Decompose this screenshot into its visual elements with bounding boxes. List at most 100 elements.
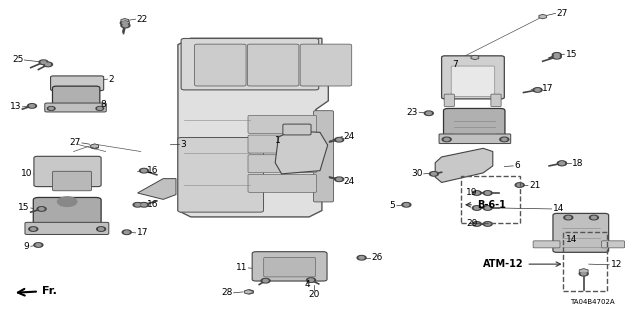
Circle shape: [579, 271, 588, 276]
Text: 4: 4: [305, 280, 310, 289]
Circle shape: [29, 227, 38, 231]
Circle shape: [472, 206, 481, 210]
Text: 1: 1: [275, 137, 280, 145]
FancyBboxPatch shape: [25, 222, 109, 234]
Circle shape: [483, 222, 492, 226]
Polygon shape: [138, 179, 176, 199]
Circle shape: [517, 184, 522, 186]
FancyBboxPatch shape: [33, 197, 101, 226]
Text: 18: 18: [572, 159, 584, 168]
Circle shape: [515, 183, 524, 187]
Polygon shape: [121, 19, 129, 23]
Circle shape: [36, 244, 41, 246]
Polygon shape: [244, 290, 252, 294]
Text: 20: 20: [308, 290, 319, 299]
Text: 10: 10: [20, 169, 32, 178]
Circle shape: [37, 207, 46, 211]
Polygon shape: [275, 131, 328, 174]
FancyBboxPatch shape: [602, 241, 625, 248]
Text: 13: 13: [10, 102, 22, 111]
Circle shape: [140, 203, 148, 207]
Circle shape: [122, 22, 127, 24]
Bar: [563, 232, 607, 291]
Polygon shape: [435, 148, 493, 182]
Polygon shape: [246, 290, 253, 294]
Text: 17: 17: [542, 84, 554, 93]
Circle shape: [98, 108, 102, 109]
Circle shape: [554, 54, 559, 56]
Text: 29: 29: [466, 219, 477, 228]
Circle shape: [404, 204, 409, 206]
Circle shape: [357, 256, 366, 260]
Circle shape: [474, 223, 479, 225]
Circle shape: [121, 23, 130, 28]
FancyBboxPatch shape: [264, 257, 316, 277]
Text: 3: 3: [180, 140, 186, 149]
FancyBboxPatch shape: [178, 137, 264, 212]
Circle shape: [39, 208, 44, 210]
Circle shape: [337, 178, 342, 181]
Text: Fr.: Fr.: [18, 286, 56, 296]
Polygon shape: [579, 269, 588, 274]
Text: 16: 16: [147, 166, 159, 175]
Circle shape: [141, 204, 147, 206]
Text: TA04B4702A: TA04B4702A: [570, 300, 614, 305]
Text: 7: 7: [452, 60, 458, 69]
FancyBboxPatch shape: [444, 108, 505, 138]
Circle shape: [140, 168, 148, 173]
Circle shape: [135, 204, 140, 206]
Circle shape: [559, 162, 564, 165]
Circle shape: [122, 230, 131, 234]
Polygon shape: [91, 144, 99, 148]
FancyBboxPatch shape: [533, 241, 560, 248]
Circle shape: [426, 112, 431, 115]
Text: 26: 26: [371, 253, 383, 262]
Circle shape: [581, 272, 586, 275]
Circle shape: [474, 192, 479, 194]
Text: 8: 8: [100, 100, 106, 109]
Circle shape: [533, 88, 542, 92]
Text: 23: 23: [406, 108, 418, 117]
Text: 17: 17: [137, 228, 148, 237]
Text: 27: 27: [69, 138, 81, 147]
Circle shape: [96, 107, 104, 110]
Text: 28: 28: [221, 288, 232, 297]
Circle shape: [97, 227, 106, 231]
Circle shape: [29, 105, 35, 107]
FancyBboxPatch shape: [248, 115, 317, 133]
Text: 15: 15: [18, 204, 29, 212]
Text: 22: 22: [136, 15, 148, 24]
FancyBboxPatch shape: [51, 76, 104, 91]
PathPatch shape: [178, 38, 328, 217]
Circle shape: [47, 107, 55, 110]
Circle shape: [472, 191, 481, 195]
Text: 12: 12: [611, 260, 622, 269]
Polygon shape: [539, 14, 547, 19]
FancyBboxPatch shape: [195, 44, 246, 86]
Circle shape: [564, 215, 573, 220]
FancyBboxPatch shape: [442, 56, 504, 99]
Circle shape: [557, 161, 566, 166]
Text: 14: 14: [553, 204, 564, 213]
Circle shape: [589, 215, 598, 220]
Circle shape: [335, 137, 344, 142]
Circle shape: [39, 60, 48, 64]
FancyBboxPatch shape: [181, 39, 319, 90]
FancyBboxPatch shape: [248, 174, 317, 192]
Circle shape: [424, 111, 433, 115]
FancyBboxPatch shape: [252, 252, 327, 281]
Polygon shape: [122, 21, 129, 25]
Text: 21: 21: [529, 181, 541, 190]
Circle shape: [554, 56, 559, 58]
Text: 11: 11: [236, 263, 247, 272]
Text: B-6-1: B-6-1: [466, 200, 506, 210]
Circle shape: [502, 138, 507, 141]
Text: 9: 9: [24, 242, 29, 251]
FancyBboxPatch shape: [283, 124, 311, 135]
Circle shape: [483, 206, 492, 210]
Circle shape: [263, 279, 268, 282]
FancyBboxPatch shape: [451, 66, 495, 97]
Circle shape: [307, 278, 316, 282]
Circle shape: [141, 169, 147, 172]
Circle shape: [552, 53, 561, 57]
